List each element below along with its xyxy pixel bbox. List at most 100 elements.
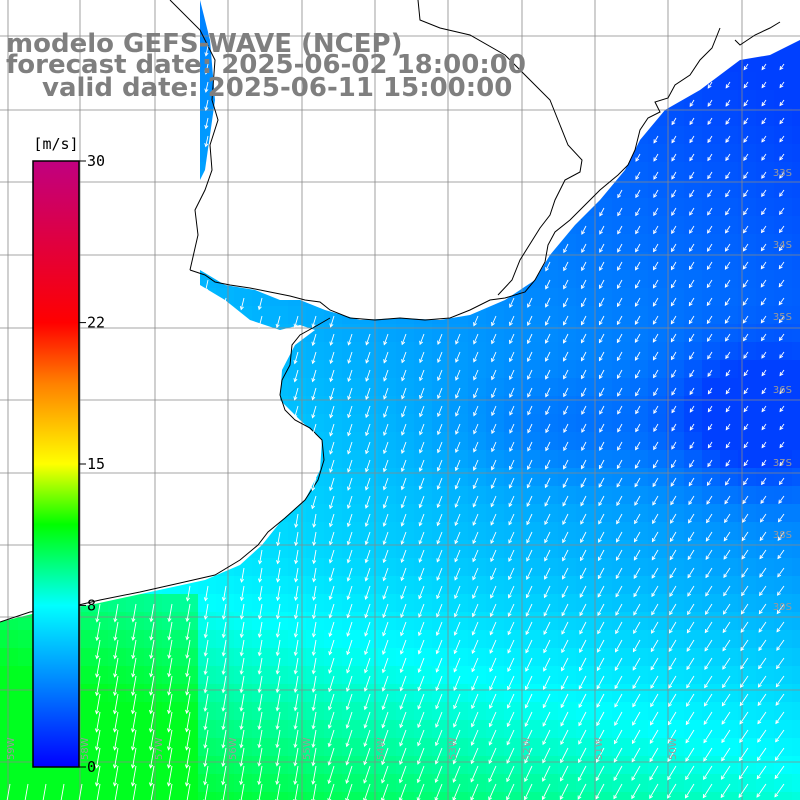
wind-arrow <box>562 477 569 488</box>
wind-arrow <box>168 729 173 750</box>
field-cell <box>594 558 613 577</box>
wind-arrow-head <box>687 555 692 561</box>
wind-arrow <box>313 585 317 601</box>
wind-arrow-head <box>635 392 639 397</box>
wind-arrow-head <box>364 650 369 656</box>
field-cell <box>756 468 775 487</box>
field-cell <box>612 270 631 289</box>
wind-arrow-head <box>419 413 423 418</box>
wind-arrow <box>653 135 659 144</box>
field-cell <box>558 396 577 415</box>
wind-arrow <box>400 675 407 691</box>
wind-arrow-head <box>346 632 351 637</box>
wind-arrow <box>329 531 335 545</box>
wind-arrow <box>329 513 335 527</box>
wind-arrow-head <box>653 157 658 162</box>
wind-arrow <box>563 459 569 469</box>
wind-arrow <box>616 495 623 506</box>
wind-arrow-head <box>524 759 529 764</box>
wind-arrow <box>453 711 461 728</box>
wind-arrow-head <box>689 157 694 162</box>
wind-arrow <box>418 603 425 618</box>
field-cell <box>576 648 595 667</box>
field-cell <box>90 684 109 703</box>
wind-arrow-head <box>509 321 513 327</box>
wind-arrow <box>723 567 731 578</box>
field-cell <box>540 486 559 505</box>
field-cell <box>468 738 487 757</box>
wind-arrow <box>455 423 461 435</box>
field-cell <box>792 414 800 433</box>
wind-arrow-head <box>455 394 459 399</box>
field-cell <box>702 234 721 253</box>
wind-arrow <box>294 729 299 748</box>
wind-arrow <box>669 603 677 615</box>
wind-arrow-head <box>491 358 495 363</box>
field-cell <box>666 396 685 415</box>
field-cell <box>666 288 685 307</box>
wind-arrow <box>598 513 605 525</box>
field-cell <box>756 144 775 163</box>
wind-arrow <box>544 513 551 525</box>
wind-arrow <box>417 693 425 710</box>
wind-arrow-head <box>761 354 766 359</box>
field-cell <box>702 630 721 649</box>
wind-arrow <box>114 783 119 800</box>
field-cell <box>630 324 649 343</box>
wind-arrow-head <box>347 341 352 346</box>
wind-arrow <box>685 783 695 799</box>
field-cell <box>486 576 505 595</box>
wind-arrow <box>259 585 263 601</box>
wind-arrow-head <box>761 408 766 413</box>
field-cell <box>414 486 433 505</box>
field-cell <box>306 414 325 433</box>
wind-arrow-head <box>276 541 281 547</box>
field-cell <box>756 216 775 235</box>
field-cell <box>756 306 775 325</box>
wind-arrow <box>633 585 641 597</box>
field-cell <box>594 342 613 361</box>
wind-arrow <box>761 189 767 197</box>
wind-arrow-head <box>399 705 404 710</box>
wind-arrow <box>581 315 587 325</box>
wind-arrow <box>653 405 659 414</box>
wind-arrow <box>436 603 443 617</box>
field-cell <box>684 684 703 703</box>
wind-arrow <box>150 711 155 732</box>
wind-arrow <box>399 729 407 746</box>
wind-arrow-head <box>760 247 765 252</box>
field-cell <box>792 180 800 199</box>
wind-arrow-head <box>779 120 784 125</box>
field-cell <box>162 648 181 667</box>
wind-arrow-head <box>613 758 618 763</box>
wind-arrow <box>633 621 641 634</box>
field-cell <box>450 594 469 613</box>
wind-arrow <box>669 585 677 597</box>
field-cell <box>504 486 523 505</box>
wind-arrow-head <box>563 266 567 272</box>
field-cell <box>306 378 325 397</box>
wind-arrow-head <box>417 650 422 655</box>
field-cell <box>522 774 541 793</box>
wind-arrow <box>739 747 749 761</box>
wind-arrow <box>526 531 533 543</box>
wind-arrow-head <box>203 633 208 639</box>
field-cell <box>720 666 739 685</box>
wind-arrow <box>453 747 461 764</box>
field-cell <box>738 108 757 127</box>
wind-arrow-head <box>185 672 190 678</box>
wind-arrow-head <box>544 575 548 580</box>
field-cell <box>414 522 433 541</box>
wind-arrow <box>616 333 623 343</box>
field-cell <box>594 198 613 217</box>
field-cell <box>648 774 667 793</box>
wind-arrow-head <box>542 759 546 764</box>
wind-arrow-head <box>453 613 458 618</box>
field-cell <box>756 414 775 433</box>
wind-arrow-head <box>276 578 281 583</box>
wind-arrow-head <box>778 499 783 504</box>
wind-arrow-head <box>720 775 725 780</box>
wind-arrow-head <box>650 702 654 708</box>
lon-label: 55W <box>302 737 313 760</box>
wind-arrow-head <box>221 615 226 620</box>
